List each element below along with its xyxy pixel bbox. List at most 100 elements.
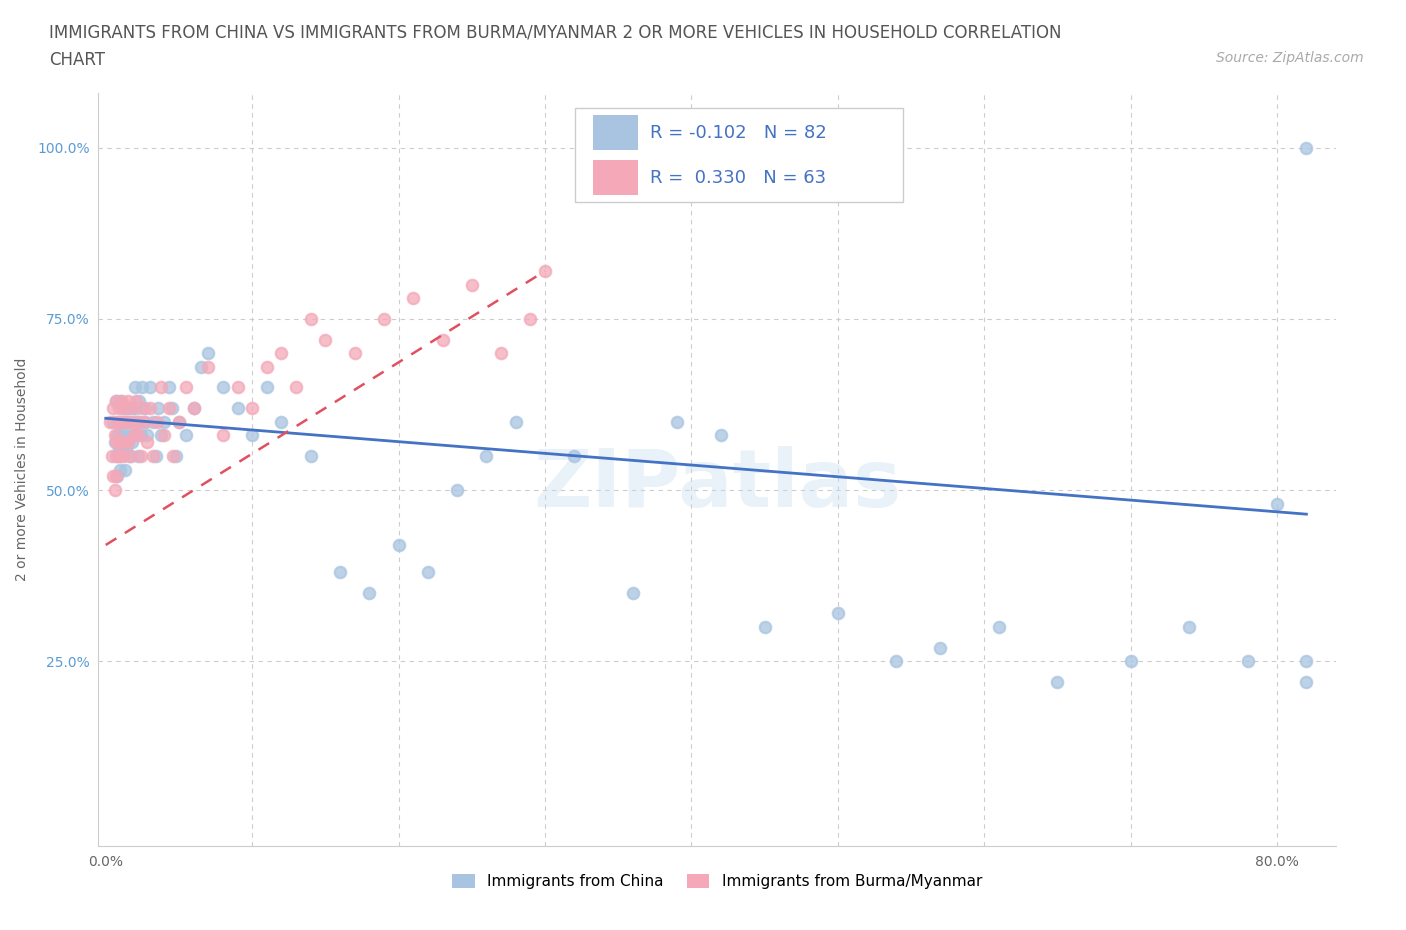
FancyBboxPatch shape: [575, 108, 903, 202]
Point: [107, 469, 129, 484]
Point: [165, 448, 187, 463]
Point: [117, 435, 139, 450]
Point: [387, 538, 409, 552]
Point: [1295, 140, 1317, 155]
Point: [108, 435, 131, 450]
Point: [299, 448, 322, 463]
Point: [118, 414, 141, 429]
Point: [111, 414, 134, 429]
Point: [100, 448, 122, 463]
Point: [827, 606, 849, 621]
Point: [1119, 654, 1142, 669]
Point: [108, 414, 131, 429]
Point: [108, 442, 131, 457]
Point: [112, 448, 135, 463]
Point: [534, 263, 557, 278]
Point: [131, 401, 153, 416]
Point: [103, 428, 125, 443]
Point: [150, 428, 173, 443]
Point: [135, 428, 157, 443]
Point: [104, 469, 127, 484]
Point: [103, 483, 125, 498]
Point: [343, 346, 366, 361]
Point: [987, 619, 1010, 634]
Point: [118, 448, 141, 463]
Point: [107, 448, 129, 463]
Point: [162, 448, 184, 463]
Point: [710, 428, 733, 443]
Text: ZIPatlas: ZIPatlas: [533, 445, 901, 524]
Point: [110, 462, 132, 477]
Text: R =  0.330   N = 63: R = 0.330 N = 63: [650, 168, 827, 187]
Point: [107, 414, 129, 429]
Point: [167, 414, 190, 429]
Point: [121, 401, 143, 416]
Point: [1265, 497, 1288, 512]
Text: Source: ZipAtlas.com: Source: ZipAtlas.com: [1216, 51, 1364, 65]
Point: [103, 435, 125, 450]
Point: [665, 414, 688, 429]
Point: [1295, 654, 1317, 669]
Point: [110, 448, 132, 463]
Point: [145, 448, 167, 463]
Point: [270, 346, 292, 361]
Point: [183, 401, 205, 416]
Point: [150, 380, 173, 395]
Point: [461, 277, 484, 292]
Point: [110, 393, 132, 408]
Point: [107, 428, 129, 443]
Point: [112, 401, 135, 416]
Point: [111, 393, 134, 408]
Point: [240, 428, 263, 443]
Point: [120, 428, 142, 443]
Point: [256, 380, 278, 395]
Point: [226, 401, 249, 416]
Point: [157, 401, 180, 416]
Point: [104, 435, 127, 450]
Point: [124, 380, 146, 395]
FancyBboxPatch shape: [593, 115, 638, 150]
Point: [160, 401, 183, 416]
Point: [621, 586, 644, 601]
Point: [886, 654, 908, 669]
Point: [285, 380, 308, 395]
Point: [134, 414, 156, 429]
Point: [101, 401, 124, 416]
Point: [101, 414, 124, 429]
Point: [104, 393, 127, 408]
Point: [118, 414, 141, 429]
Point: [416, 565, 439, 579]
Point: [98, 414, 121, 429]
Point: [197, 346, 219, 361]
Point: [1046, 674, 1069, 689]
Point: [101, 469, 124, 484]
Point: [183, 401, 205, 416]
Point: [174, 428, 197, 443]
Point: [754, 619, 776, 634]
Point: [120, 448, 142, 463]
Point: [129, 448, 152, 463]
Point: [1237, 654, 1260, 669]
Point: [197, 360, 219, 375]
Point: [108, 401, 131, 416]
Point: [489, 346, 512, 361]
Point: [505, 414, 527, 429]
Point: [112, 435, 135, 450]
Point: [153, 414, 176, 429]
Point: [115, 414, 138, 429]
Point: [299, 312, 322, 326]
Point: [122, 414, 145, 429]
Point: [117, 393, 139, 408]
Point: [519, 312, 541, 326]
Point: [270, 414, 292, 429]
Point: [111, 435, 134, 450]
Point: [1178, 619, 1201, 634]
Point: [446, 483, 468, 498]
Point: [117, 401, 139, 416]
Y-axis label: 2 or more Vehicles in Household: 2 or more Vehicles in Household: [15, 358, 30, 581]
Point: [142, 414, 165, 429]
Point: [212, 380, 235, 395]
Point: [929, 640, 952, 655]
Point: [104, 448, 127, 463]
Point: [240, 401, 263, 416]
